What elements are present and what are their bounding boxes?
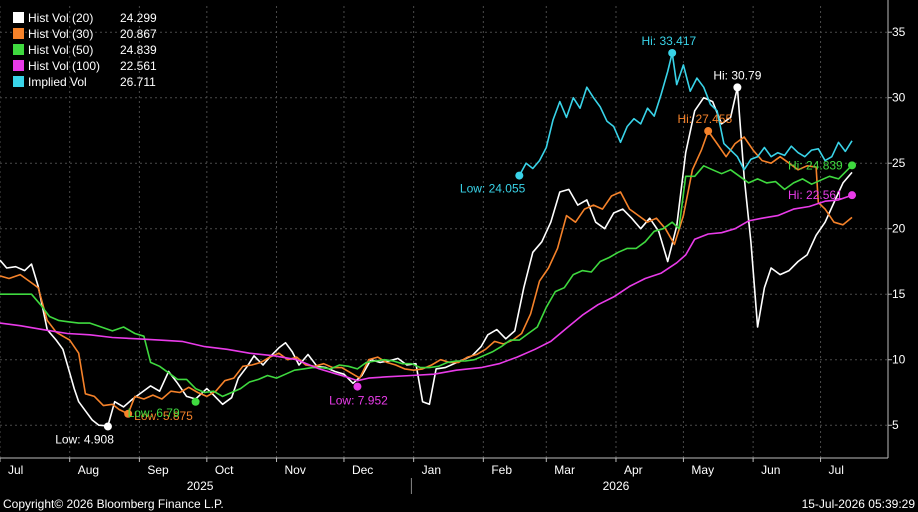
annotation-marker [191, 397, 200, 406]
x-tick-label: Aug [78, 463, 99, 477]
x-tick-label: May [691, 463, 714, 477]
legend-swatch [13, 60, 24, 71]
legend-swatch [13, 28, 24, 39]
x-tick-label: Feb [491, 463, 512, 477]
x-tick-label: Nov [285, 463, 306, 477]
x-tick-label: Apr [624, 463, 643, 477]
x-tick-label: Dec [352, 463, 373, 477]
legend-swatch [13, 76, 24, 87]
annotation-marker [353, 382, 362, 391]
copyright-text: Copyright© 2026 Bloomberg Finance L.P. [3, 497, 224, 511]
legend-name: Implied Vol [28, 75, 87, 89]
x-tick-label: Jul [8, 463, 23, 477]
annotation-label: Low: 4.908 [55, 432, 114, 446]
y-tick-label: 30 [892, 91, 906, 105]
series-line-4 [0, 194, 853, 382]
legend-swatch [13, 44, 24, 55]
annotation-marker [103, 422, 112, 431]
x-tick-label: Mar [554, 463, 575, 477]
series-line-3 [0, 164, 853, 398]
annotation-marker [515, 171, 524, 180]
annotation-label: Hi: 33.417 [641, 34, 696, 48]
annotation-marker [704, 127, 713, 136]
y-tick-label: 10 [892, 353, 906, 367]
annotation-marker [733, 83, 742, 92]
legend-name: Hist Vol (50) [28, 43, 93, 57]
x-tick-label: Jan [422, 463, 441, 477]
annotation-marker [848, 161, 857, 170]
year-label: 2025 [187, 479, 214, 493]
y-tick-label: 20 [892, 222, 906, 236]
timestamp-text: 15-Jul-2026 05:39:29 [802, 497, 916, 511]
legend-value: 22.561 [120, 59, 157, 73]
x-tick-label: Jun [761, 463, 780, 477]
annotation-label: Hi: 22.561 [788, 188, 843, 202]
y-tick-label: 25 [892, 156, 906, 170]
legend-swatch [13, 12, 24, 23]
x-tick-label: Oct [215, 463, 234, 477]
y-tick-label: 15 [892, 287, 906, 301]
y-tick-label: 5 [892, 418, 899, 432]
annotation-label: Low: 5.875 [134, 409, 193, 423]
series-lines [0, 52, 853, 427]
footer: Copyright© 2026 Bloomberg Finance L.P. 1… [3, 497, 915, 511]
annotation-marker [124, 409, 133, 418]
annotation-label: Low: 24.055 [460, 182, 526, 196]
legend: Hist Vol (20) 24.299 Hist Vol (30) 20.867 Hi… [13, 11, 157, 89]
legend-value: 24.839 [120, 43, 157, 57]
legend-name: Hist Vol (20) [28, 11, 93, 25]
y-tick-label: 35 [892, 25, 906, 39]
x-tick-label: Sep [147, 463, 169, 477]
annotation-label: Low: 7.952 [329, 394, 388, 408]
annotation-marker [848, 191, 857, 200]
annotation-label: Hi: 24.839 [788, 158, 843, 172]
year-label: 2026 [603, 479, 630, 493]
x-tick-label: Jul [829, 463, 844, 477]
annotations: Low: 4.908 Hi: 30.79 Low: 5.875 Hi: 27.455 L… [55, 34, 857, 446]
annotation-marker [668, 48, 677, 57]
annotation-label: Hi: 27.455 [677, 112, 732, 126]
series-line-5 [518, 52, 853, 176]
legend-value: 24.299 [120, 11, 157, 25]
annotation-label: Hi: 30.79 [713, 68, 761, 82]
legend-name: Hist Vol (30) [28, 27, 93, 41]
legend-name: Hist Vol (100) [28, 59, 100, 73]
annotation-label: Low: 6.79 [128, 406, 180, 420]
legend-value: 20.867 [120, 27, 157, 41]
series-line-1 [0, 86, 853, 427]
legend-value: 26.711 [120, 75, 156, 89]
